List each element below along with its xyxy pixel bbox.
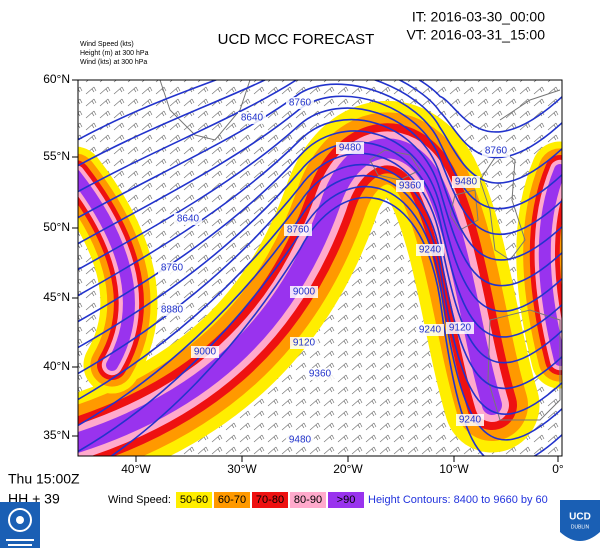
- wind-bin-box: [252, 492, 288, 508]
- contour-label: 8760: [289, 98, 312, 109]
- init-time: IT: 2016-03-30_00:00: [412, 9, 545, 25]
- height-contour: [78, 83, 562, 219]
- lon-label: 10°W: [439, 462, 469, 476]
- contour-label-box: [238, 112, 266, 124]
- wind-bin-label: 60-70: [218, 494, 246, 506]
- contour-label: 9480: [455, 177, 478, 188]
- contour-label-box: [290, 286, 318, 298]
- contour-label: 9120: [293, 338, 316, 349]
- contour-label-box: [336, 142, 364, 154]
- lat-label: 35°N: [43, 428, 70, 442]
- height-contour: [78, 141, 562, 349]
- legend-line: Wind (kts) at 300 hPa: [80, 59, 147, 66]
- wind-bin-label: 70-80: [256, 494, 284, 506]
- lat-label: 55°N: [43, 149, 70, 163]
- contour-label: 8640: [177, 214, 200, 225]
- contour-label-box: [416, 244, 444, 256]
- legend-line: Wind Speed (kts): [80, 41, 134, 48]
- contour-label-box: [306, 368, 334, 380]
- valid-time: VT: 2016-03-31_15:00: [406, 27, 545, 43]
- map: 8760 8640 8760 8640 8760 8760 8880 9000 9360 9480…: [78, 80, 562, 456]
- contour-label-box: [396, 180, 424, 192]
- contour-label-box: [456, 414, 484, 426]
- height-contour: [109, 196, 562, 456]
- height-contour: [78, 80, 562, 141]
- lat-label: 60°N: [43, 72, 70, 86]
- legend-line: Height (m) at 300 hPa: [80, 50, 149, 57]
- left-logo: [0, 502, 40, 548]
- height-contour: [78, 152, 562, 375]
- contour-label-box: [286, 97, 314, 109]
- contour-label: 9240: [459, 415, 482, 426]
- wind-bin-label: >90: [337, 494, 356, 506]
- contour-label: 8880: [161, 305, 184, 316]
- wind-bin-label: 80-90: [294, 494, 322, 506]
- lon-label: 20°W: [333, 462, 363, 476]
- title: UCD MCC FORECAST: [218, 31, 375, 48]
- height-contour: [78, 95, 562, 245]
- contour-label: 9360: [309, 369, 332, 380]
- height-contour: [78, 118, 562, 297]
- contour-label: 9000: [194, 347, 217, 358]
- logo-text: UCD: [569, 512, 591, 523]
- wind-label: Wind Speed:: [108, 494, 171, 506]
- wind-bin-box: [328, 492, 364, 508]
- logo-subtext: DUBLIN: [571, 524, 590, 530]
- height-contour: [78, 80, 562, 167]
- contour-label: 9480: [289, 435, 312, 446]
- wind-bin-box: [214, 492, 250, 508]
- lon-label: 40°W: [121, 462, 151, 476]
- lat-label: 45°N: [43, 290, 70, 304]
- contour-label-box: [158, 262, 186, 274]
- contour-label: 9000: [293, 287, 316, 298]
- height-contours-note: Height Contours: 8400 to 9660 by 60: [368, 494, 548, 506]
- contour-label: 9360: [399, 181, 422, 192]
- contour-label: 9240: [419, 245, 442, 256]
- map-frame: [77, 79, 563, 457]
- lat-label: 50°N: [43, 220, 70, 234]
- wind-band: [78, 169, 135, 371]
- contour-label: 8760: [161, 263, 184, 274]
- contour-label: 9240: [419, 325, 442, 336]
- lon-label: 30°W: [227, 462, 257, 476]
- wind-bin-label: 50-60: [180, 494, 208, 506]
- contour-label: 8760: [485, 146, 508, 157]
- contour-label-box: [191, 346, 219, 358]
- contour-label-box: [174, 213, 202, 225]
- wind-bin-box: [176, 492, 212, 508]
- contour-label-box: [158, 304, 186, 316]
- contour-label: 8760: [287, 225, 310, 236]
- contour-label: 8640: [241, 113, 264, 124]
- contour-label-box: [286, 434, 314, 446]
- wind-bin-box: [290, 492, 326, 508]
- height-contour: [78, 130, 562, 323]
- contour-label-box: [416, 324, 444, 336]
- contour-label: 9120: [449, 323, 472, 334]
- lon-label: 0°: [552, 462, 564, 476]
- contour-label-box: [482, 145, 510, 157]
- contour-label-box: [452, 176, 480, 188]
- contour-label-box: [446, 322, 474, 334]
- coastlines: [159, 80, 561, 421]
- contour-label: 9480: [339, 143, 362, 154]
- height-contour: [78, 174, 562, 427]
- contour-label-box: [284, 224, 312, 236]
- contour-label-box: [290, 337, 318, 349]
- height-contour: [78, 163, 562, 401]
- day-time: Thu 15:00Z: [8, 471, 80, 487]
- right-logo: UCD DUBLIN: [560, 500, 600, 541]
- height-contour: [78, 107, 562, 271]
- lat-label: 40°N: [43, 359, 70, 373]
